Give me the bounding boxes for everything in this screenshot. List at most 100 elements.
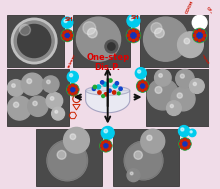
Circle shape (64, 127, 89, 153)
Circle shape (167, 101, 181, 115)
Circle shape (104, 93, 108, 96)
Circle shape (198, 29, 201, 32)
Circle shape (198, 39, 201, 42)
Circle shape (136, 38, 139, 41)
Circle shape (112, 91, 116, 94)
Circle shape (130, 17, 133, 21)
Circle shape (141, 80, 144, 83)
Circle shape (18, 24, 51, 57)
Circle shape (66, 30, 68, 32)
Circle shape (19, 24, 31, 36)
Bar (7, 15, 64, 67)
Circle shape (147, 79, 178, 110)
Circle shape (145, 88, 147, 91)
Circle shape (146, 85, 148, 87)
Circle shape (70, 134, 76, 139)
Circle shape (177, 93, 182, 98)
Polygon shape (86, 91, 130, 113)
Text: CF₃: CF₃ (205, 6, 213, 14)
Circle shape (68, 85, 71, 88)
Circle shape (141, 129, 165, 153)
Circle shape (193, 34, 196, 37)
Circle shape (101, 141, 104, 144)
Circle shape (180, 138, 191, 149)
Circle shape (69, 31, 72, 33)
Circle shape (192, 15, 207, 30)
Circle shape (138, 82, 141, 84)
Circle shape (144, 17, 188, 61)
Circle shape (151, 23, 162, 34)
Circle shape (50, 97, 54, 100)
Circle shape (101, 148, 104, 150)
Circle shape (104, 129, 108, 133)
Circle shape (98, 91, 101, 94)
Circle shape (100, 145, 103, 147)
Circle shape (93, 85, 97, 89)
Circle shape (184, 38, 190, 44)
Bar (36, 129, 102, 186)
Circle shape (62, 17, 73, 28)
Circle shape (138, 88, 141, 91)
Circle shape (47, 140, 88, 181)
Circle shape (109, 145, 112, 147)
Circle shape (62, 34, 64, 37)
Circle shape (189, 129, 196, 137)
Circle shape (13, 102, 19, 107)
Circle shape (101, 81, 104, 84)
Circle shape (130, 172, 133, 175)
Circle shape (137, 85, 139, 87)
Circle shape (21, 73, 43, 95)
Circle shape (92, 87, 95, 91)
Circle shape (145, 82, 147, 84)
Bar (140, 15, 209, 67)
Circle shape (105, 40, 118, 53)
Circle shape (63, 31, 65, 33)
Circle shape (184, 138, 186, 141)
Circle shape (67, 71, 78, 82)
Bar (7, 70, 69, 126)
Circle shape (69, 37, 72, 40)
Circle shape (108, 89, 111, 92)
Circle shape (178, 125, 189, 137)
Circle shape (178, 32, 203, 57)
Circle shape (47, 80, 50, 84)
Circle shape (88, 28, 97, 38)
Circle shape (12, 84, 15, 87)
Circle shape (135, 68, 146, 79)
Circle shape (128, 38, 131, 41)
Circle shape (47, 140, 88, 181)
Circle shape (155, 87, 162, 93)
Circle shape (193, 82, 196, 86)
Circle shape (67, 88, 70, 91)
Circle shape (77, 17, 121, 61)
Circle shape (75, 92, 77, 94)
Circle shape (181, 139, 183, 142)
Circle shape (171, 87, 195, 111)
Circle shape (101, 126, 114, 139)
Circle shape (105, 149, 107, 152)
Circle shape (124, 141, 163, 180)
Circle shape (124, 141, 163, 180)
Bar (113, 129, 180, 186)
Circle shape (7, 96, 31, 120)
Circle shape (115, 82, 119, 85)
Circle shape (137, 81, 148, 91)
Circle shape (68, 92, 71, 94)
Circle shape (103, 82, 107, 86)
Circle shape (66, 39, 68, 41)
Circle shape (137, 34, 140, 37)
Circle shape (132, 39, 135, 42)
Circle shape (42, 76, 59, 92)
Circle shape (194, 38, 197, 41)
Circle shape (127, 29, 140, 42)
Circle shape (52, 107, 64, 120)
Circle shape (55, 110, 58, 113)
Circle shape (127, 14, 140, 27)
Circle shape (72, 93, 74, 95)
Circle shape (57, 150, 66, 159)
Circle shape (100, 140, 111, 151)
Circle shape (204, 34, 206, 37)
Circle shape (108, 148, 110, 150)
Circle shape (189, 79, 204, 93)
Circle shape (190, 131, 192, 133)
